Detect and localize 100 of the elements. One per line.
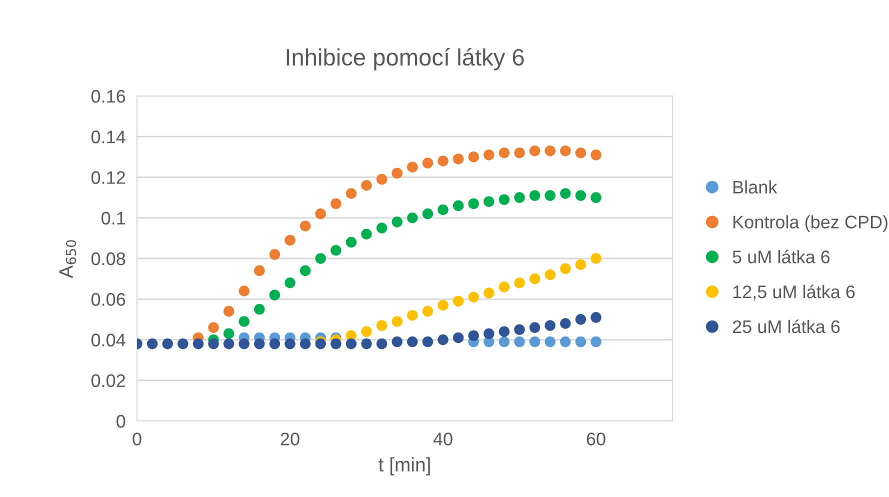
point <box>438 156 448 166</box>
point <box>361 338 372 350</box>
point <box>514 336 525 348</box>
point <box>407 212 418 224</box>
point <box>590 253 602 264</box>
point <box>346 236 357 248</box>
point <box>438 300 448 311</box>
point <box>422 158 434 168</box>
point <box>452 200 464 212</box>
y-tick-label: 0.16 <box>91 90 126 103</box>
point <box>452 296 464 307</box>
point <box>484 328 494 340</box>
point <box>162 338 173 350</box>
point <box>422 208 434 220</box>
point <box>361 326 372 338</box>
point <box>498 282 510 292</box>
y-tick-label: 0.14 <box>91 130 126 144</box>
point <box>544 269 556 280</box>
point <box>498 194 510 205</box>
point <box>468 330 479 342</box>
point <box>238 316 250 327</box>
point <box>422 336 434 348</box>
point <box>575 336 586 348</box>
y-tick-label: 0.04 <box>91 334 126 346</box>
legend-label: 5 uM látka 6 <box>732 250 830 264</box>
point <box>560 188 571 199</box>
point <box>361 180 372 191</box>
point <box>544 336 556 348</box>
y-tick-label: 0.08 <box>91 252 126 266</box>
point <box>330 338 342 350</box>
point <box>514 147 525 158</box>
y-tick-label: 0 <box>116 414 126 428</box>
point <box>269 290 280 300</box>
point <box>544 320 556 331</box>
point <box>407 162 418 172</box>
point <box>529 145 540 156</box>
point <box>498 326 510 338</box>
y-axis-title: A$_{650}$ <box>59 240 76 278</box>
point <box>544 190 556 201</box>
x-tick-label: 20 <box>280 432 300 446</box>
point <box>498 147 510 158</box>
point <box>269 338 280 350</box>
point <box>254 265 265 276</box>
point <box>346 188 357 199</box>
point <box>484 288 494 298</box>
x-tick-label: 60 <box>586 432 606 446</box>
point <box>560 336 571 348</box>
point <box>529 273 540 284</box>
legend-label: 12,5 uM látka 6 <box>733 284 855 300</box>
point <box>468 152 479 162</box>
point <box>560 263 571 274</box>
point <box>575 190 586 201</box>
point <box>284 338 296 350</box>
point <box>438 204 448 216</box>
point <box>284 277 296 288</box>
point <box>529 336 540 348</box>
point <box>590 192 602 203</box>
point <box>223 306 234 317</box>
point <box>146 338 158 350</box>
point <box>560 318 571 329</box>
point <box>407 336 418 348</box>
point <box>468 198 479 210</box>
point <box>452 332 464 344</box>
point <box>529 190 540 201</box>
point <box>346 338 357 350</box>
legend-label: Blank <box>734 180 778 194</box>
y-tick-label: 0.12 <box>91 171 125 184</box>
point <box>514 277 525 288</box>
point <box>254 338 265 350</box>
point <box>238 338 250 350</box>
point <box>392 216 402 228</box>
point <box>484 150 494 160</box>
point <box>238 286 250 296</box>
point <box>208 322 219 333</box>
x-axis-title: t [min] <box>378 457 430 476</box>
point <box>300 338 311 350</box>
point <box>590 150 602 160</box>
point <box>529 322 540 333</box>
point <box>330 244 342 256</box>
point <box>223 338 234 350</box>
point <box>208 338 219 350</box>
point <box>300 265 311 276</box>
y-tick-label: 0.02 <box>91 374 125 388</box>
y-tick-label: 0.1 <box>101 212 126 225</box>
point <box>223 328 234 340</box>
point <box>484 196 494 208</box>
point <box>575 314 586 325</box>
point <box>422 306 434 317</box>
point <box>392 316 402 327</box>
point <box>560 145 571 156</box>
point <box>452 154 464 164</box>
point <box>590 336 602 348</box>
x-tick-label: 40 <box>433 432 452 446</box>
point <box>376 320 388 331</box>
point <box>269 249 280 260</box>
point <box>300 220 311 232</box>
point <box>590 312 602 323</box>
legend-label: Kontrola (bez CPD) <box>734 215 888 232</box>
point <box>284 234 296 246</box>
chart-title: Inhibice pomocí látky 6 <box>286 48 524 70</box>
